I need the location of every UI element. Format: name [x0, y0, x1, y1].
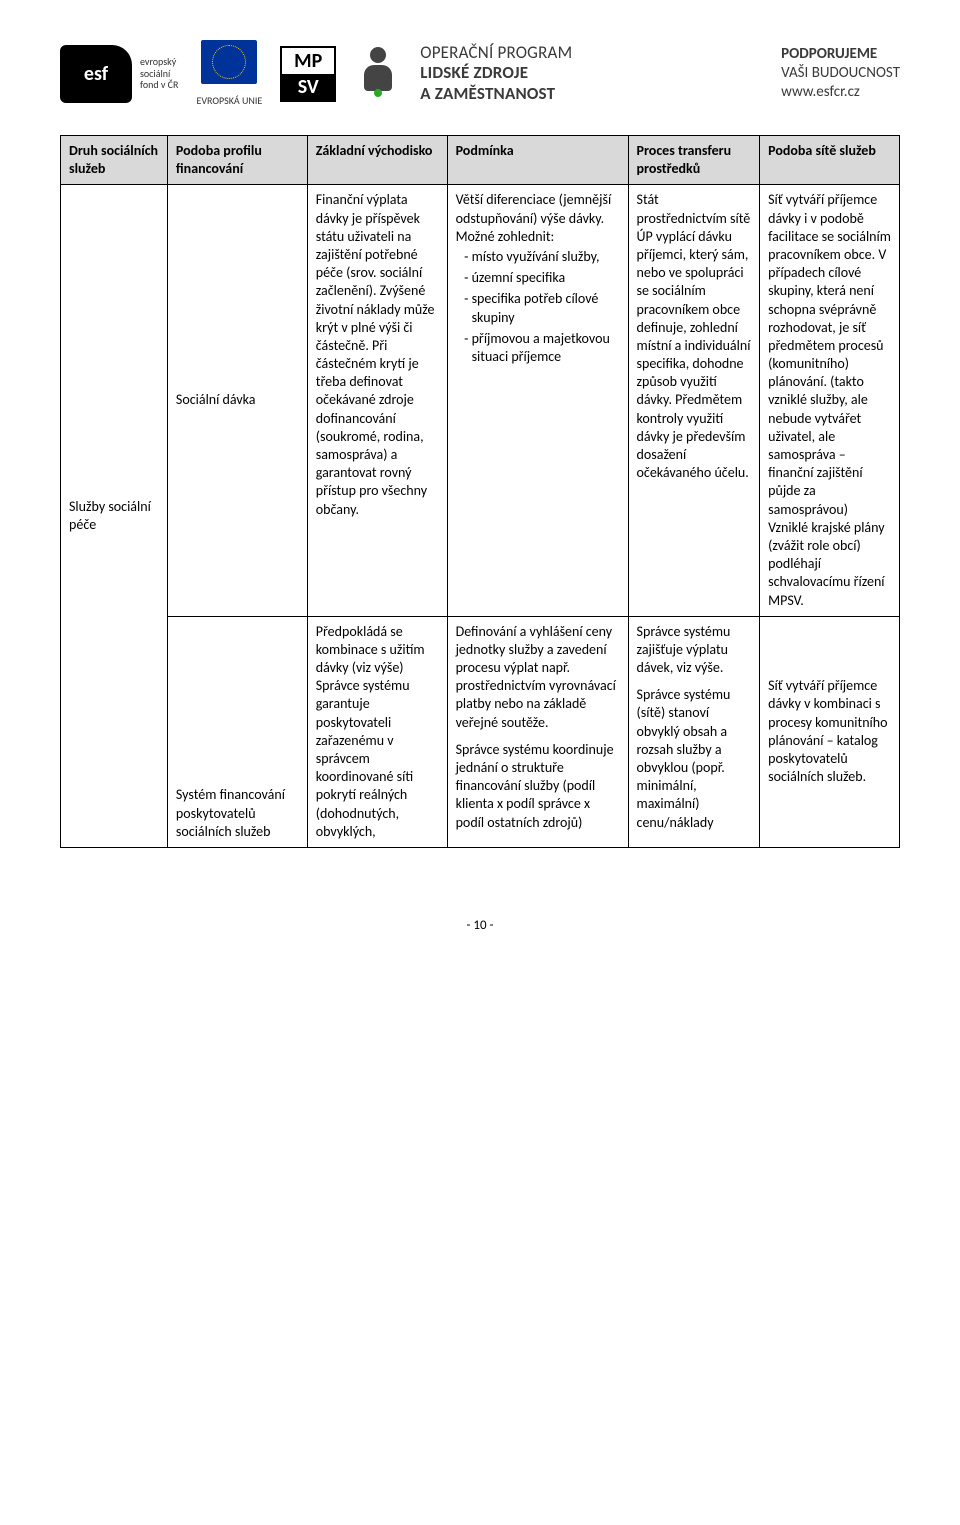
cell-podminka-1: Větší diferenciace (jemnější odstupňován… — [447, 185, 628, 616]
esf-logo-text: esf — [84, 62, 108, 86]
mpsv-logo-icon: MP SV — [280, 46, 336, 102]
proces2-p1: Správce systému zajišťuje výplatu dávek,… — [637, 623, 752, 678]
logo-strip: esf evropský sociální fond v ČR EVROPSKÁ… — [60, 40, 900, 107]
main-table: Druh sociálních služeb Podoba profilu fi… — [60, 135, 900, 848]
esf-caption: evropský sociální fond v ČR — [140, 56, 178, 91]
eu-flag-caption: EVROPSKÁ UNIE — [196, 94, 262, 107]
col-header-podoba: Podoba profilu financování — [167, 136, 307, 185]
podminka-list: místo využívání služby, územní specifika… — [472, 248, 620, 366]
support-line3: www.esfcr.cz — [781, 83, 860, 101]
mpsv-top: MP — [282, 48, 334, 74]
table-row: Služby sociální péče Sociální dávka Fina… — [61, 185, 900, 616]
table-header-row: Druh sociálních služeb Podoba profilu fi… — [61, 136, 900, 185]
podminka2-p2: Správce systému koordinuje jednání o str… — [456, 741, 620, 832]
podminka-li1: místo využívání služby, — [472, 248, 620, 266]
col-header-sit: Podoba sítě služeb — [760, 136, 900, 185]
cell-proces-1: Stát prostřednictvím sítě ÚP vyplácí dáv… — [628, 185, 760, 616]
esf-logo-icon: esf — [60, 45, 132, 103]
col-header-proces: Proces transferu prostředků — [628, 136, 760, 185]
eu-logo-block: EVROPSKÁ UNIE — [196, 40, 262, 107]
col-header-podminka: Podmínka — [447, 136, 628, 185]
cell-druh: Služby sociální péče — [61, 185, 168, 848]
support-line1: PODPORUJEME — [781, 45, 900, 64]
col-header-druh: Druh sociálních služeb — [61, 136, 168, 185]
cell-profil-1: Sociální dávka — [167, 185, 307, 616]
person-icon — [354, 45, 402, 103]
cell-vychodisko-1: Finanční výplata dávky je příspěvek stát… — [307, 185, 447, 616]
page-number: - 10 - — [60, 918, 900, 933]
support-line2: VAŠI BUDOUCNOST — [781, 64, 900, 82]
podminka-intro: Větší diferenciace (jemnější odstupňován… — [456, 191, 612, 226]
cell-vychodisko-2: Předpokládá se kombinace s užitím dávky … — [307, 616, 447, 847]
table-row: Systém financování poskytovatelů sociáln… — [61, 616, 900, 847]
mpsv-bot: SV — [282, 74, 334, 100]
cell-sit-1: Síť vytváří příjemce dávky i v podobě fa… — [760, 185, 900, 616]
cell-profil-2: Systém financování poskytovatelů sociáln… — [167, 616, 307, 847]
cell-sit-2: Síť vytváří příjemce dávky v kombinaci s… — [760, 616, 900, 847]
podminka2-p1: Definování a vyhlášení ceny jednotky slu… — [456, 623, 620, 732]
op-program-title: OPERAČNÍ PROGRAM LIDSKÉ ZDROJE A ZAMĚSTN… — [420, 43, 572, 104]
cell-proces-2: Správce systému zajišťuje výplatu dávek,… — [628, 616, 760, 847]
op-line2: LIDSKÉ ZDROJE — [420, 63, 572, 83]
proces2-p2: Správce systému (sítě) stanoví obvyklý o… — [637, 686, 752, 832]
podminka-li3: specifika potřeb cílové skupiny — [472, 290, 620, 326]
op-line3: A ZAMĚSTNANOST — [420, 84, 572, 104]
podminka-li2: územní specifika — [472, 269, 620, 287]
op-line1: OPERAČNÍ PROGRAM — [420, 42, 572, 63]
esf-logo-block: esf evropský sociální fond v ČR — [60, 45, 178, 103]
support-block: PODPORUJEME VAŠI BUDOUCNOST www.esfcr.cz — [781, 45, 900, 101]
podminka-li4: příjmovou a majetkovou situaci příjemce — [472, 330, 620, 366]
eu-flag-icon — [201, 40, 257, 84]
podminka-lead: Možné zohlednit: — [456, 228, 555, 245]
col-header-zakladni: Základní východisko — [307, 136, 447, 185]
cell-podminka-2: Definování a vyhlášení ceny jednotky slu… — [447, 616, 628, 847]
